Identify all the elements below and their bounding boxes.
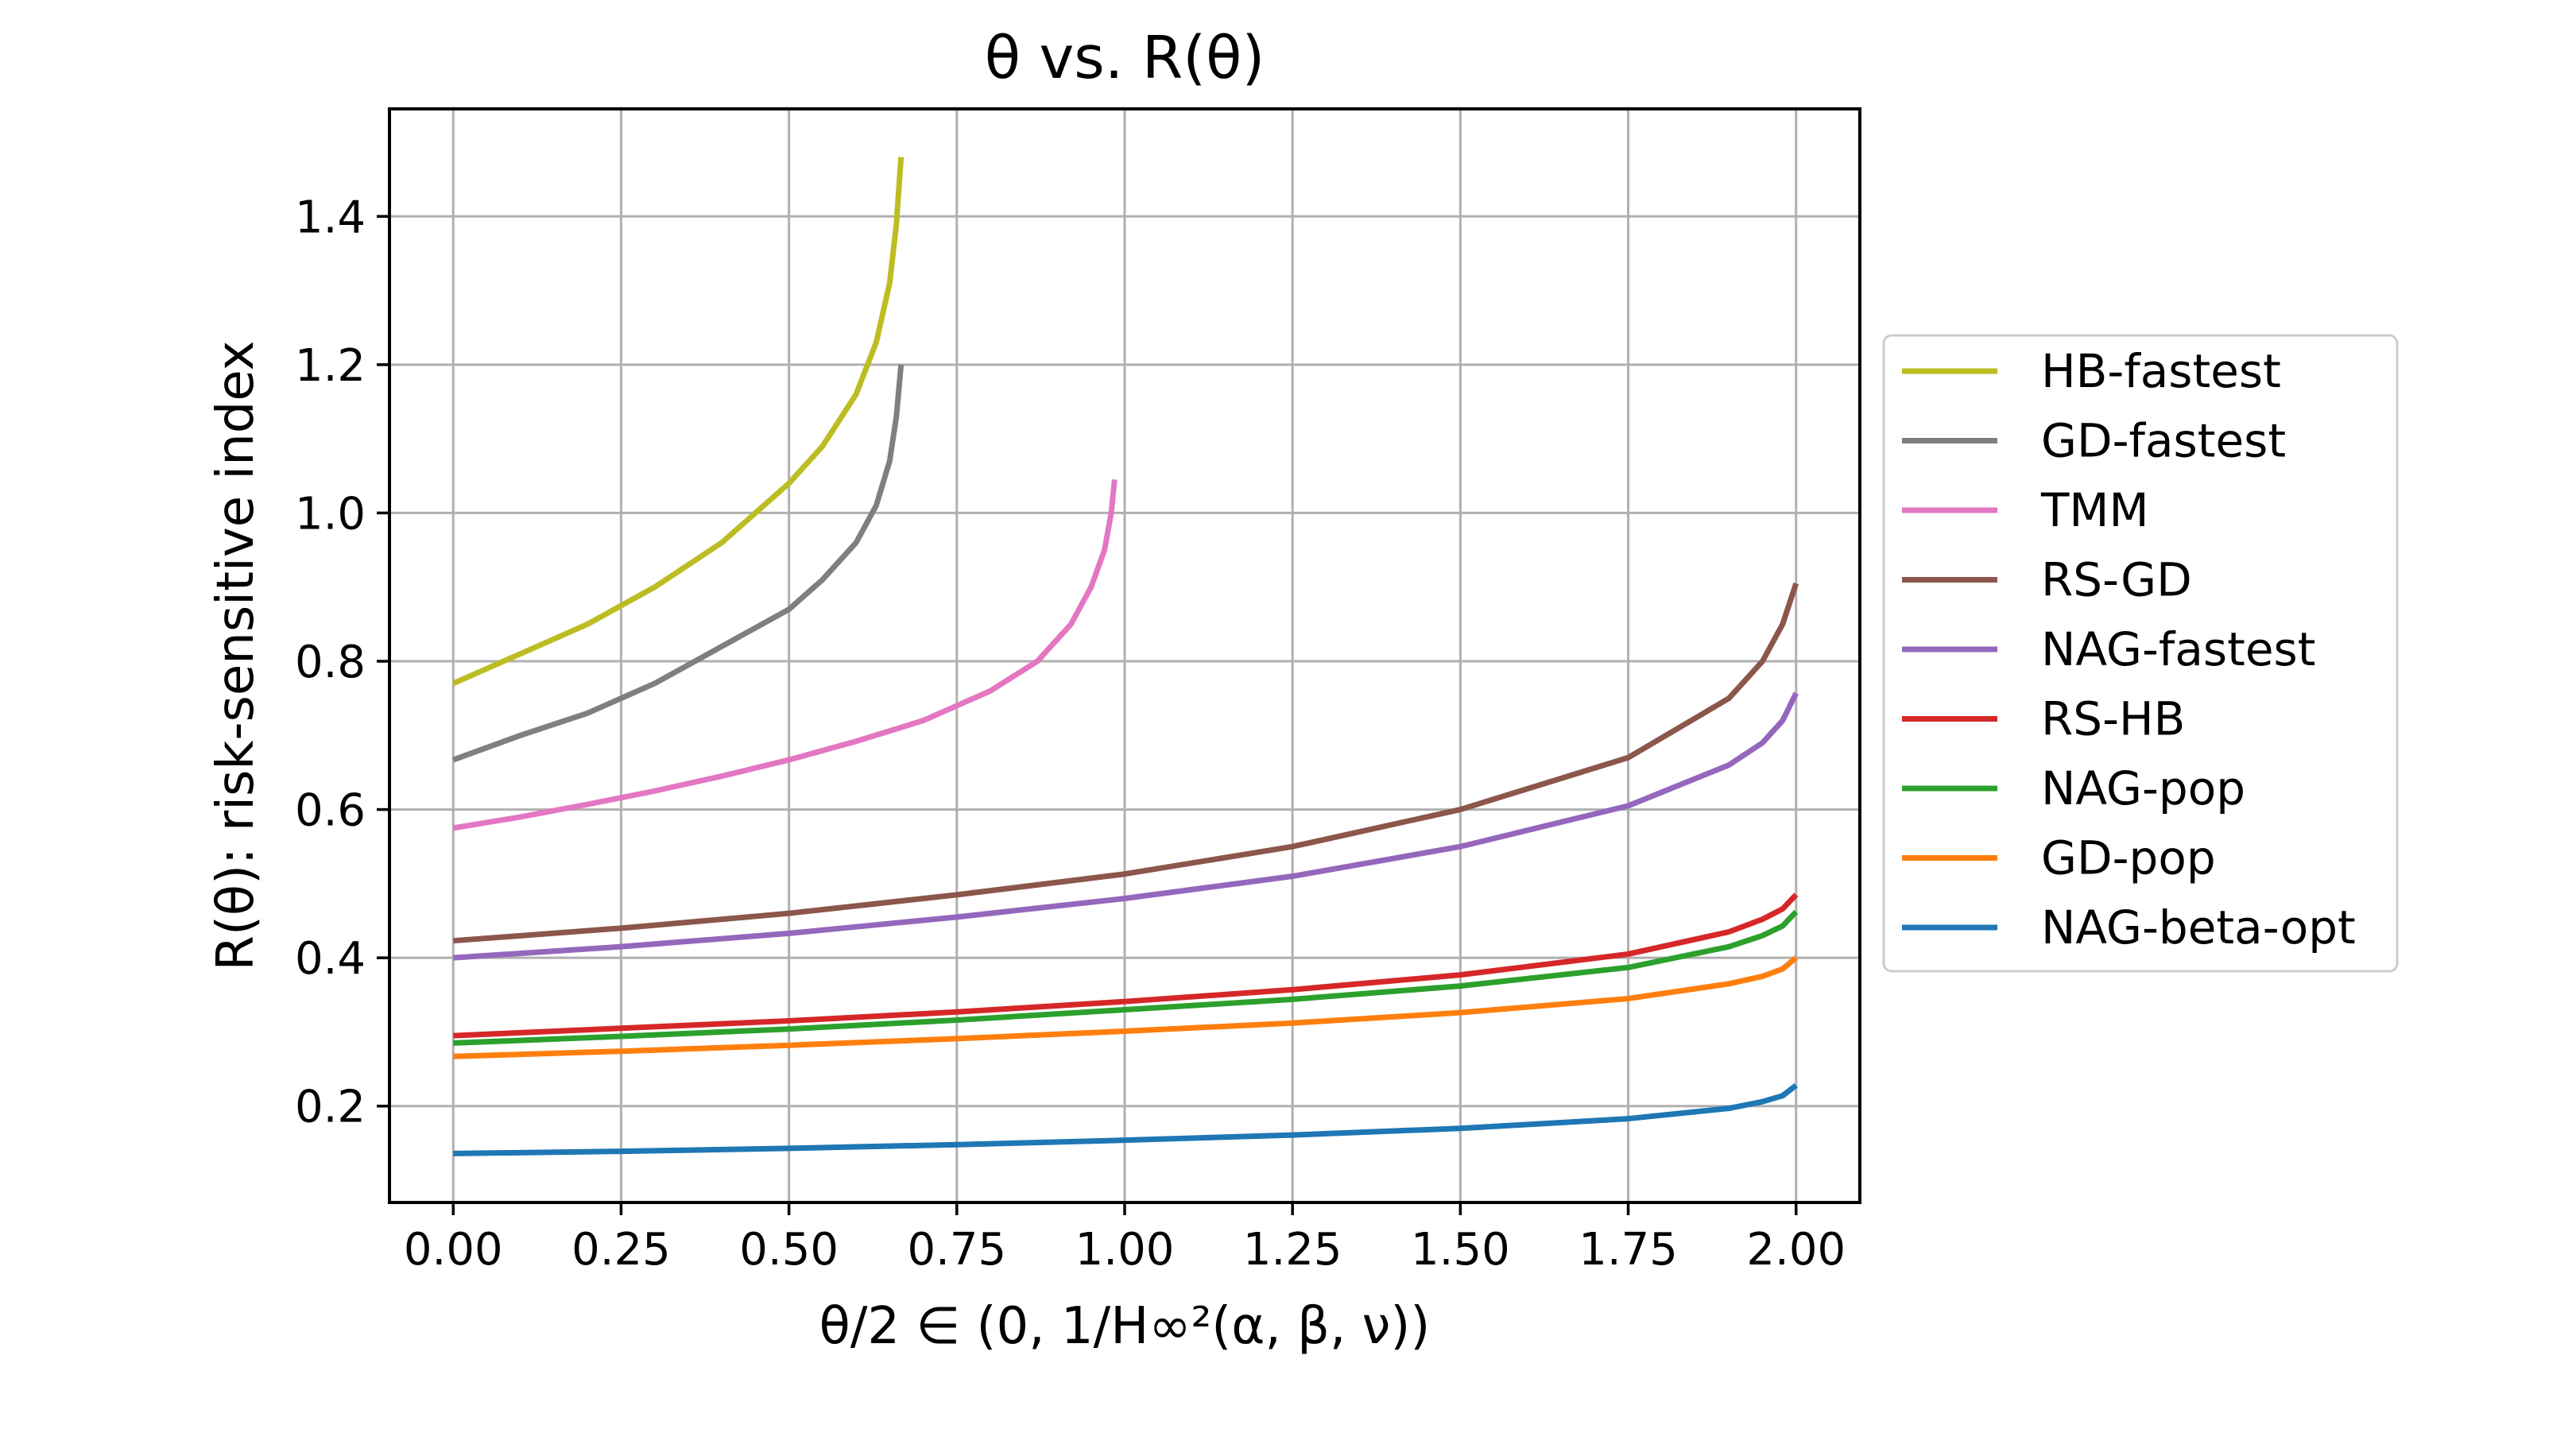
legend-box: [1882, 334, 2399, 973]
x-tick-label: 0.25: [571, 1224, 671, 1276]
y-tick-label: 0.8: [295, 637, 366, 688]
legend-entries: HB-fastest GD-fastest TMM RS-GD NAG-fastest R…: [1902, 344, 2356, 955]
series-line-nag-fastest: [453, 691, 1799, 961]
y-tick-label: 0.2: [295, 1082, 366, 1133]
x-tick-label: 1.00: [1075, 1224, 1175, 1276]
x-tick-label: 1.50: [1411, 1224, 1510, 1276]
series-line-nag-beta-opt: [453, 1082, 1798, 1156]
y-tick-label: 0.4: [295, 933, 366, 985]
series-lines: [451, 157, 1799, 1156]
legend-label-nag-beta-opt: NAG-beta-opt: [2041, 900, 2356, 955]
x-tick-label: 0.50: [739, 1224, 839, 1276]
chart-title: θ vs. R(θ): [985, 24, 1265, 92]
series-line-gd-fastest: [452, 364, 904, 763]
axis-ticks: 0.00 0.25 0.50 0.75 1.00 1.25 1.50 1.75 2.00 0.2 0…: [295, 192, 1846, 1276]
series-line-rs-hb: [453, 893, 1799, 1039]
series-line-hb-fastest: [451, 157, 904, 687]
series-line-tmm: [452, 479, 1118, 831]
legend-label-rs-gd: RS-GD: [2041, 553, 2192, 607]
y-axis-label: R(θ): risk-sensitive index: [207, 340, 265, 970]
legend-label-gd-pop: GD-pop: [2041, 831, 2216, 885]
legend-label-nag-pop: NAG-pop: [2041, 761, 2245, 815]
legend-label-tmm: TMM: [2040, 483, 2149, 537]
x-tick-label: 2.00: [1746, 1224, 1846, 1276]
legend: HB-fastest GD-fastest TMM RS-GD NAG-fastest R…: [1882, 334, 2399, 973]
x-tick-label: 1.75: [1578, 1224, 1678, 1276]
x-tick-label: 0.75: [907, 1224, 1006, 1276]
legend-label-rs-hb: RS-HB: [2041, 692, 2185, 746]
series-line-gd-pop: [453, 955, 1798, 1059]
x-tick-label: 0.00: [404, 1224, 503, 1276]
y-tick-label: 1.2: [295, 340, 366, 392]
x-axis-label: θ/2 ∈ (0, 1/H∞²(α, β, ν)): [819, 1297, 1431, 1356]
y-tick-label: 1.0: [295, 488, 366, 540]
y-tick-label: 1.4: [295, 192, 366, 243]
legend-label-nag-fastest: NAG-fastest: [2041, 622, 2315, 676]
series-line-rs-gd: [452, 582, 1799, 944]
series-line-nag-pop: [453, 909, 1799, 1046]
legend-label-hb-fastest: HB-fastest: [2041, 344, 2281, 398]
legend-label-gd-fastest: GD-fastest: [2041, 414, 2286, 468]
x-tick-label: 1.25: [1243, 1224, 1342, 1276]
y-tick-label: 0.6: [295, 785, 366, 837]
